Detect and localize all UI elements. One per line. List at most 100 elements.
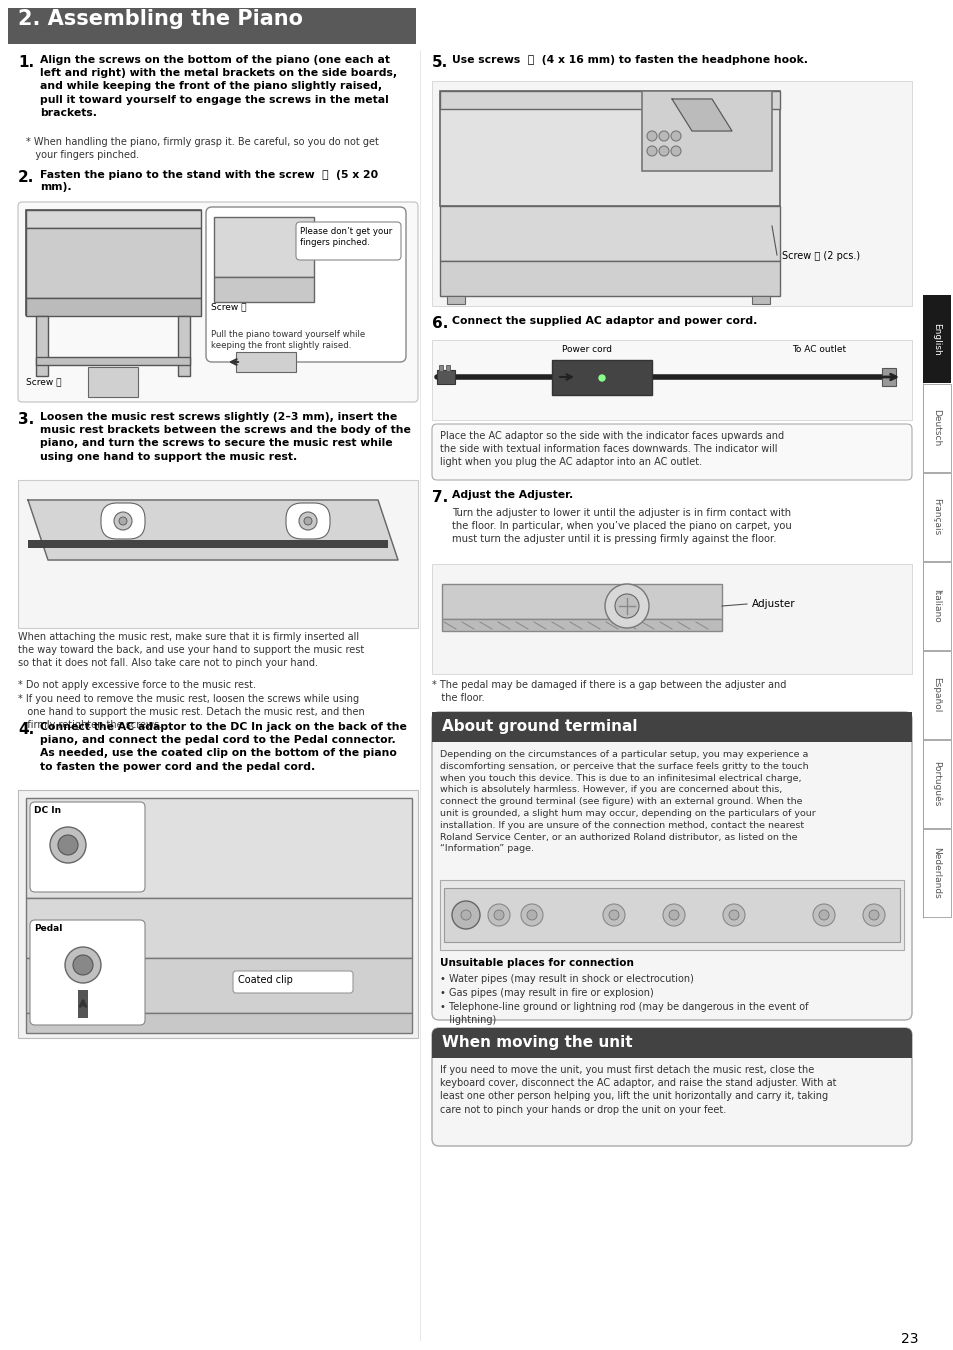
Text: 4.: 4. xyxy=(18,722,34,737)
Text: * When handling the piano, firmly grasp it. Be careful, so you do not get
   you: * When handling the piano, firmly grasp … xyxy=(26,136,378,159)
Text: • Gas pipes (may result in fire or explosion): • Gas pipes (may result in fire or explo… xyxy=(439,988,653,998)
Bar xyxy=(78,990,88,1018)
Bar xyxy=(432,1044,911,1058)
Circle shape xyxy=(670,146,680,157)
Circle shape xyxy=(722,904,744,926)
Bar xyxy=(26,958,412,1012)
Circle shape xyxy=(608,910,618,919)
Text: Depending on the circumstances of a particular setup, you may experience a
disco: Depending on the circumstances of a part… xyxy=(439,751,815,853)
Bar xyxy=(26,211,201,315)
Bar xyxy=(436,370,455,383)
Bar xyxy=(446,364,450,371)
Text: Coated clip: Coated clip xyxy=(237,975,293,985)
Bar xyxy=(923,296,950,383)
Bar xyxy=(432,711,911,743)
Circle shape xyxy=(646,146,657,157)
Bar xyxy=(26,1012,412,1033)
Bar xyxy=(213,217,314,277)
Text: Please don’t get your
fingers pinched.: Please don’t get your fingers pinched. xyxy=(299,227,392,247)
Bar xyxy=(432,728,911,743)
Bar xyxy=(18,481,417,628)
Bar xyxy=(923,829,950,917)
Text: Align the screws on the bottom of the piano (one each at
left and right) with th: Align the screws on the bottom of the pi… xyxy=(40,55,396,117)
FancyBboxPatch shape xyxy=(432,1027,911,1146)
Text: If you need to move the unit, you must first detach the music rest, close the
ke: If you need to move the unit, you must f… xyxy=(439,1065,836,1115)
Text: Adjuster: Adjuster xyxy=(751,599,795,609)
Circle shape xyxy=(520,904,542,926)
Circle shape xyxy=(662,904,684,926)
Polygon shape xyxy=(28,500,397,560)
Circle shape xyxy=(659,131,668,140)
Circle shape xyxy=(604,585,648,628)
Circle shape xyxy=(119,517,127,525)
Bar xyxy=(213,277,314,302)
Text: 2. Assembling the Piano: 2. Assembling the Piano xyxy=(18,9,303,28)
Circle shape xyxy=(113,512,132,531)
FancyBboxPatch shape xyxy=(30,919,145,1025)
Circle shape xyxy=(58,836,78,855)
Bar xyxy=(439,261,780,296)
Text: Français: Français xyxy=(931,498,941,536)
Circle shape xyxy=(615,594,639,618)
Bar xyxy=(26,798,412,898)
Text: Deutsch: Deutsch xyxy=(931,409,941,447)
Text: When moving the unit: When moving the unit xyxy=(441,1035,632,1050)
Bar xyxy=(26,211,201,228)
Text: * Do not apply excessive force to the music rest.: * Do not apply excessive force to the mu… xyxy=(18,680,255,690)
FancyBboxPatch shape xyxy=(286,504,330,539)
Bar xyxy=(235,352,295,373)
Text: To AC outlet: To AC outlet xyxy=(791,346,845,354)
FancyBboxPatch shape xyxy=(206,207,406,362)
Text: Turn the adjuster to lower it until the adjuster is in firm contact with
the flo: Turn the adjuster to lower it until the … xyxy=(452,508,791,544)
FancyBboxPatch shape xyxy=(432,711,911,743)
Circle shape xyxy=(862,904,884,926)
Circle shape xyxy=(526,910,537,919)
Text: Adjust the Adjuster.: Adjust the Adjuster. xyxy=(452,490,573,500)
Bar xyxy=(447,296,464,304)
Bar xyxy=(88,367,138,397)
Bar xyxy=(432,564,911,674)
Bar xyxy=(26,898,412,958)
Circle shape xyxy=(668,910,679,919)
Text: 5.: 5. xyxy=(432,55,448,70)
Bar xyxy=(8,8,416,45)
Circle shape xyxy=(494,910,503,919)
Text: DC In: DC In xyxy=(34,806,61,815)
FancyBboxPatch shape xyxy=(432,711,911,1021)
Bar xyxy=(923,383,950,472)
Text: Español: Español xyxy=(931,678,941,713)
Circle shape xyxy=(455,904,476,926)
Bar xyxy=(923,472,950,562)
Circle shape xyxy=(298,512,316,531)
Text: 7.: 7. xyxy=(432,490,448,505)
Circle shape xyxy=(73,954,92,975)
Circle shape xyxy=(728,910,739,919)
Text: Place the AC adaptor so the side with the indicator faces upwards and
the side w: Place the AC adaptor so the side with th… xyxy=(439,431,783,467)
Circle shape xyxy=(646,131,657,140)
Text: * If you need to remove the music rest, loosen the screws while using
   one han: * If you need to remove the music rest, … xyxy=(18,694,364,729)
Circle shape xyxy=(818,910,828,919)
Bar xyxy=(28,540,388,548)
FancyBboxPatch shape xyxy=(30,802,145,892)
Bar xyxy=(439,90,780,109)
Circle shape xyxy=(65,946,101,983)
Circle shape xyxy=(488,904,510,926)
Text: About ground terminal: About ground terminal xyxy=(441,720,637,734)
Text: Connect the supplied AC adaptor and power cord.: Connect the supplied AC adaptor and powe… xyxy=(452,316,757,325)
Bar xyxy=(36,316,48,377)
Bar xyxy=(18,790,417,1038)
Bar xyxy=(432,340,911,420)
Circle shape xyxy=(812,904,834,926)
Text: 1.: 1. xyxy=(18,55,34,70)
Text: • Water pipes (may result in shock or electrocution): • Water pipes (may result in shock or el… xyxy=(439,973,693,984)
Circle shape xyxy=(304,517,312,525)
Bar xyxy=(443,888,899,942)
Bar xyxy=(36,356,190,365)
Bar xyxy=(178,316,190,377)
FancyBboxPatch shape xyxy=(432,424,911,481)
Text: Screw ⓔ (2 pcs.): Screw ⓔ (2 pcs.) xyxy=(781,251,860,261)
Bar xyxy=(441,585,721,620)
Text: 6.: 6. xyxy=(432,316,448,331)
Circle shape xyxy=(598,375,604,381)
Text: Italiano: Italiano xyxy=(931,589,941,622)
